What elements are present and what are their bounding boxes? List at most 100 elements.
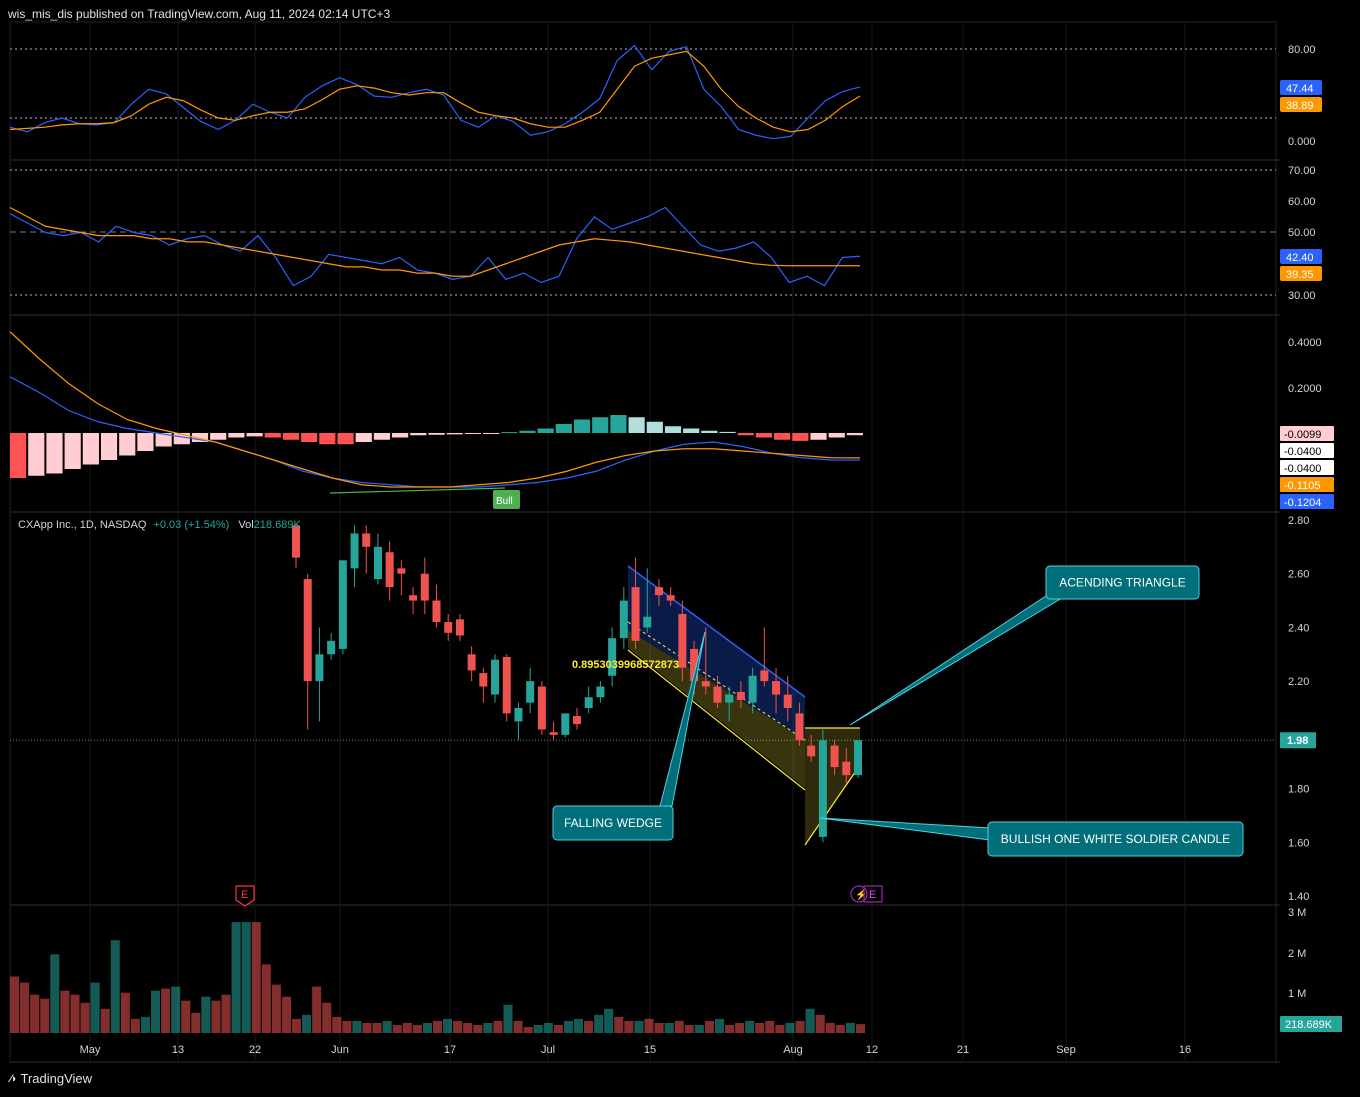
volume-bar <box>291 1018 302 1033</box>
volume-bar <box>614 1016 624 1033</box>
volume-bar <box>100 1008 110 1033</box>
candle-body <box>526 681 535 703</box>
volume-bar <box>543 1022 553 1033</box>
time-axis-label: 17 <box>444 1044 456 1056</box>
volume-bar <box>553 1024 563 1033</box>
candle-body <box>327 640 336 655</box>
volume-last-value: 218.689K <box>1285 1019 1333 1031</box>
wedge-upper-fill <box>628 566 805 740</box>
bull-divergence-line <box>329 487 506 494</box>
macd-histogram-bar <box>792 433 809 441</box>
time-axis-label: 12 <box>866 1044 878 1056</box>
volume-bar <box>281 996 291 1033</box>
stoch-last-badge <box>1280 80 1322 95</box>
volume-bar <box>755 1022 765 1033</box>
volume-bar <box>513 1020 523 1033</box>
fib-label: 0.8953039968572873 <box>572 659 679 671</box>
candle-body <box>736 691 745 700</box>
soldier-callout-label: BULLISH ONE WHITE SOLDIER CANDLE <box>1001 832 1230 846</box>
candle-body <box>444 622 453 633</box>
macd-histogram-bar <box>464 433 481 434</box>
volume-bar <box>251 922 261 1033</box>
candle-body <box>432 600 441 623</box>
candle-body <box>573 716 581 725</box>
time-axis-label: Jul <box>541 1044 555 1056</box>
volume-bar <box>130 1018 140 1033</box>
wedge-lower-line <box>627 649 806 791</box>
candle-body <box>783 694 792 708</box>
macd-histogram-bar <box>64 433 81 469</box>
candle-body <box>514 708 523 722</box>
macd-histogram-bar <box>173 433 190 445</box>
macd-histogram-bar <box>646 421 663 433</box>
macd-last-value: -0.1204 <box>1284 497 1321 509</box>
price-change: +0.03 (+1.54%) <box>153 519 230 531</box>
candle-body <box>420 573 429 601</box>
macd-histogram-bar <box>828 433 845 438</box>
volume-bar <box>40 998 50 1033</box>
ascending-triangle-callout-box <box>1045 565 1200 600</box>
volume-bar <box>150 990 161 1033</box>
volume-bar <box>644 1018 654 1033</box>
macd-histogram-bar <box>846 433 863 436</box>
soldier-callout-pointer <box>819 817 991 841</box>
macd-histogram-bar <box>155 433 172 447</box>
macd-histogram-bar <box>701 430 718 433</box>
macd-last-badge <box>1280 443 1334 458</box>
candle-body <box>397 568 406 574</box>
macd-histogram-bar <box>10 433 27 478</box>
macd-histogram-bar <box>319 433 336 445</box>
macd-last-value: -0.1105 <box>1284 480 1321 492</box>
rsi-last-badge <box>1280 249 1322 264</box>
macd-last-badge <box>1280 477 1334 492</box>
candle-body <box>854 740 862 776</box>
volume-last-badge <box>1280 1016 1342 1032</box>
stoch-last-badge <box>1280 97 1322 112</box>
volume-bar <box>322 1002 332 1033</box>
volume-bar <box>493 1020 503 1033</box>
dividend-glyph: ⚡ <box>855 888 867 901</box>
tv-logo-icon: ⁄◗ <box>10 1072 18 1085</box>
volume-bar <box>30 994 40 1033</box>
dividend-icon <box>850 885 868 903</box>
volume-bar <box>402 1022 412 1033</box>
volume-bar <box>563 1020 573 1033</box>
candle-body <box>643 616 652 628</box>
bull-label: Bull <box>496 496 513 507</box>
macd-histogram-bar <box>446 433 463 435</box>
candle-body <box>608 638 617 676</box>
macd-last-badge <box>1280 426 1334 441</box>
time-axis-label: Aug <box>783 1044 803 1056</box>
macd-histogram-bar <box>264 433 281 438</box>
macd-histogram-bar <box>755 433 773 438</box>
volume-bar <box>201 996 211 1033</box>
volume-bar <box>20 982 30 1033</box>
time-axis-label: May <box>80 1044 101 1056</box>
volume-bar <box>704 1020 714 1033</box>
rsi-line <box>9 206 861 287</box>
symbol-label: CXApp Inc., 1D, NASDAQ <box>18 519 147 531</box>
candle-body <box>760 670 769 682</box>
macd-last-value: -0.0400 <box>1284 446 1321 458</box>
soldier-callout-box <box>987 821 1244 857</box>
macd-histogram-bar <box>664 426 682 433</box>
volume-bar <box>110 940 120 1033</box>
candle-body <box>303 579 312 682</box>
candle-body <box>549 732 558 735</box>
price-tick-label: 1.80 <box>1288 784 1309 796</box>
volume-bar <box>171 986 181 1033</box>
candle-body <box>772 681 781 695</box>
volume-bar <box>271 984 281 1033</box>
candle-body <box>373 546 382 580</box>
macd-histogram-bar <box>410 433 427 436</box>
volume-bar <box>714 1018 725 1033</box>
macd-histogram-bar <box>301 433 318 442</box>
earnings-icon <box>235 885 255 907</box>
time-axis-label: 21 <box>957 1044 969 1056</box>
time-axis-label: Sep <box>1056 1044 1076 1056</box>
macd-histogram-bar <box>337 433 354 445</box>
volume-bar <box>674 1020 684 1033</box>
volume-bar <box>191 1012 201 1033</box>
volume-bar <box>624 1020 634 1033</box>
